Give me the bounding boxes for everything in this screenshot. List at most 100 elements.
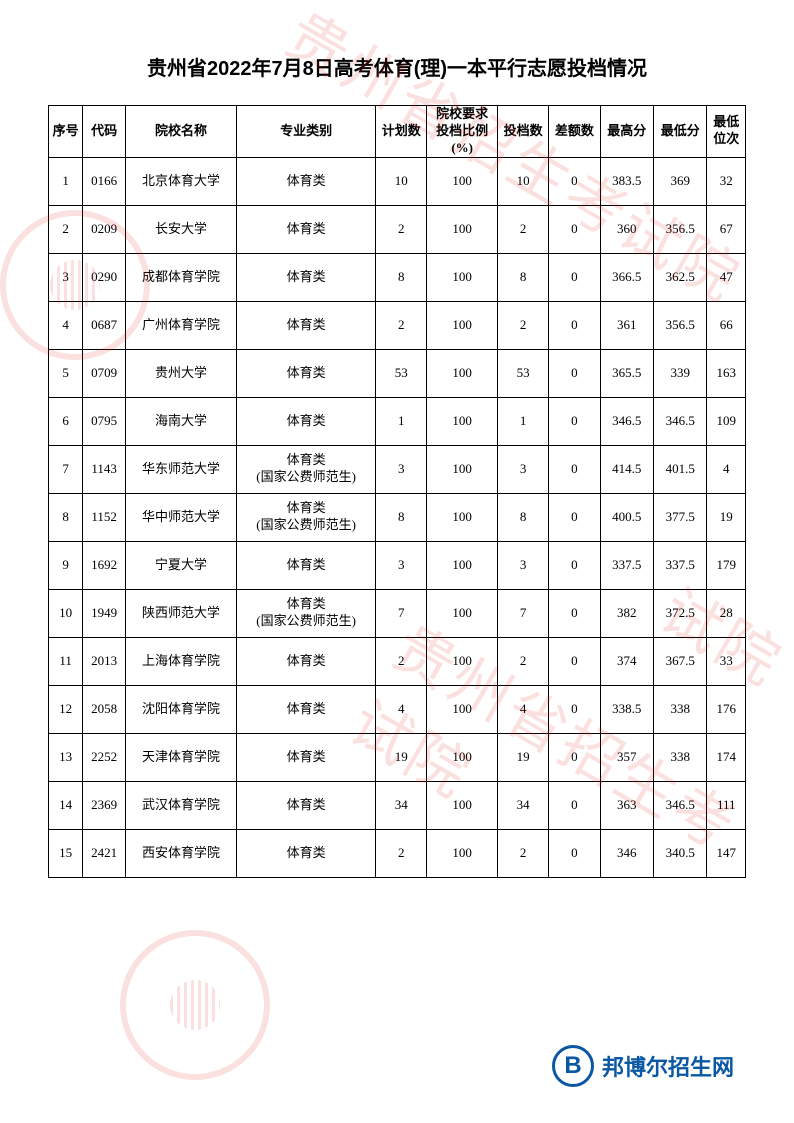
table-cell: 346.5 <box>600 397 653 445</box>
table-cell: 武汉体育学院 <box>125 781 236 829</box>
table-cell: 2 <box>497 205 548 253</box>
table-cell: 346.5 <box>654 397 707 445</box>
table-header-cell: 专业类别 <box>237 106 376 158</box>
table-cell: 100 <box>427 733 498 781</box>
table-header-cell: 最低分 <box>654 106 707 158</box>
table-header-row: 序号代码院校名称专业类别计划数院校要求 投档比例(%)投档数差额数最高分最低分最… <box>49 106 746 158</box>
page-title: 贵州省2022年7月8日高考体育(理)一本平行志愿投档情况 <box>48 52 746 81</box>
table-cell: 10 <box>49 589 83 637</box>
table-cell: 广州体育学院 <box>125 301 236 349</box>
table-cell: 361 <box>600 301 653 349</box>
table-cell: 沈阳体育学院 <box>125 685 236 733</box>
table-cell: 2058 <box>83 685 126 733</box>
table-cell: 374 <box>600 637 653 685</box>
table-cell: 1692 <box>83 541 126 589</box>
table-cell: 100 <box>427 205 498 253</box>
table-cell: 12 <box>49 685 83 733</box>
table-cell: 8 <box>497 253 548 301</box>
table-cell: 367.5 <box>654 637 707 685</box>
table-cell: 357 <box>600 733 653 781</box>
table-header-cell: 院校名称 <box>125 106 236 158</box>
table-cell: 陕西师范大学 <box>125 589 236 637</box>
table-cell: 西安体育学院 <box>125 829 236 877</box>
table-cell: 0687 <box>83 301 126 349</box>
table-row: 112013上海体育学院体育类210020374367.533 <box>49 637 746 685</box>
table-cell: 7 <box>49 445 83 493</box>
table-cell: 0 <box>549 157 600 205</box>
table-cell: 3 <box>376 541 427 589</box>
table-cell: 15 <box>49 829 83 877</box>
table-cell: 19 <box>376 733 427 781</box>
table-cell: 176 <box>707 685 746 733</box>
table-cell: 47 <box>707 253 746 301</box>
table-cell: 0290 <box>83 253 126 301</box>
table-cell: 363 <box>600 781 653 829</box>
table-cell: 66 <box>707 301 746 349</box>
table-cell: 0 <box>549 349 600 397</box>
table-cell: 体育类 (国家公费师范生) <box>237 493 376 541</box>
table-cell: 体育类 <box>237 781 376 829</box>
table-cell: 366.5 <box>600 253 653 301</box>
table-row: 81152华中师范大学体育类 (国家公费师范生)810080400.5377.5… <box>49 493 746 541</box>
table-row: 50709贵州大学体育类53100530365.5339163 <box>49 349 746 397</box>
table-header-cell: 投档数 <box>497 106 548 158</box>
table-cell: 53 <box>497 349 548 397</box>
table-cell: 100 <box>427 829 498 877</box>
table-cell: 0709 <box>83 349 126 397</box>
table-cell: 2 <box>497 637 548 685</box>
table-cell: 体育类 <box>237 253 376 301</box>
table-cell: 体育类 <box>237 157 376 205</box>
table-cell: 2369 <box>83 781 126 829</box>
table-cell: 0 <box>549 637 600 685</box>
table-cell: 体育类 (国家公费师范生) <box>237 589 376 637</box>
table-header-cell: 最高分 <box>600 106 653 158</box>
table-cell: 0 <box>549 541 600 589</box>
table-cell: 3 <box>376 445 427 493</box>
table-cell: 2 <box>497 829 548 877</box>
table-cell: 337.5 <box>600 541 653 589</box>
table-cell: 174 <box>707 733 746 781</box>
table-cell: 体育类 <box>237 397 376 445</box>
table-cell: 0 <box>549 493 600 541</box>
table-cell: 369 <box>654 157 707 205</box>
table-cell: 163 <box>707 349 746 397</box>
table-cell: 体育类 <box>237 637 376 685</box>
table-cell: 8 <box>376 493 427 541</box>
table-cell: 414.5 <box>600 445 653 493</box>
table-cell: 贵州大学 <box>125 349 236 397</box>
table-row: 71143华东师范大学体育类 (国家公费师范生)310030414.5401.5… <box>49 445 746 493</box>
table-cell: 11 <box>49 637 83 685</box>
table-header-cell: 序号 <box>49 106 83 158</box>
table-cell: 北京体育大学 <box>125 157 236 205</box>
table-cell: 3 <box>497 541 548 589</box>
table-cell: 100 <box>427 349 498 397</box>
table-cell: 383.5 <box>600 157 653 205</box>
table-cell: 7 <box>376 589 427 637</box>
table-row: 132252天津体育学院体育类19100190357338174 <box>49 733 746 781</box>
table-cell: 2 <box>376 637 427 685</box>
table-cell: 338 <box>654 685 707 733</box>
table-cell: 3 <box>497 445 548 493</box>
table-cell: 382 <box>600 589 653 637</box>
table-row: 60795海南大学体育类110010346.5346.5109 <box>49 397 746 445</box>
admission-table: 序号代码院校名称专业类别计划数院校要求 投档比例(%)投档数差额数最高分最低分最… <box>48 105 746 878</box>
table-cell: 346.5 <box>654 781 707 829</box>
table-cell: 100 <box>427 637 498 685</box>
table-cell: 体育类 <box>237 541 376 589</box>
table-cell: 109 <box>707 397 746 445</box>
table-cell: 28 <box>707 589 746 637</box>
table-cell: 体育类 <box>237 685 376 733</box>
table-cell: 海南大学 <box>125 397 236 445</box>
table-cell: 1143 <box>83 445 126 493</box>
table-row: 152421西安体育学院体育类210020346340.5147 <box>49 829 746 877</box>
table-cell: 0795 <box>83 397 126 445</box>
table-cell: 5 <box>49 349 83 397</box>
table-cell: 1949 <box>83 589 126 637</box>
table-cell: 成都体育学院 <box>125 253 236 301</box>
table-cell: 1 <box>376 397 427 445</box>
table-cell: 337.5 <box>654 541 707 589</box>
table-cell: 13 <box>49 733 83 781</box>
table-row: 20209长安大学体育类210020360356.567 <box>49 205 746 253</box>
table-cell: 356.5 <box>654 205 707 253</box>
table-cell: 34 <box>497 781 548 829</box>
